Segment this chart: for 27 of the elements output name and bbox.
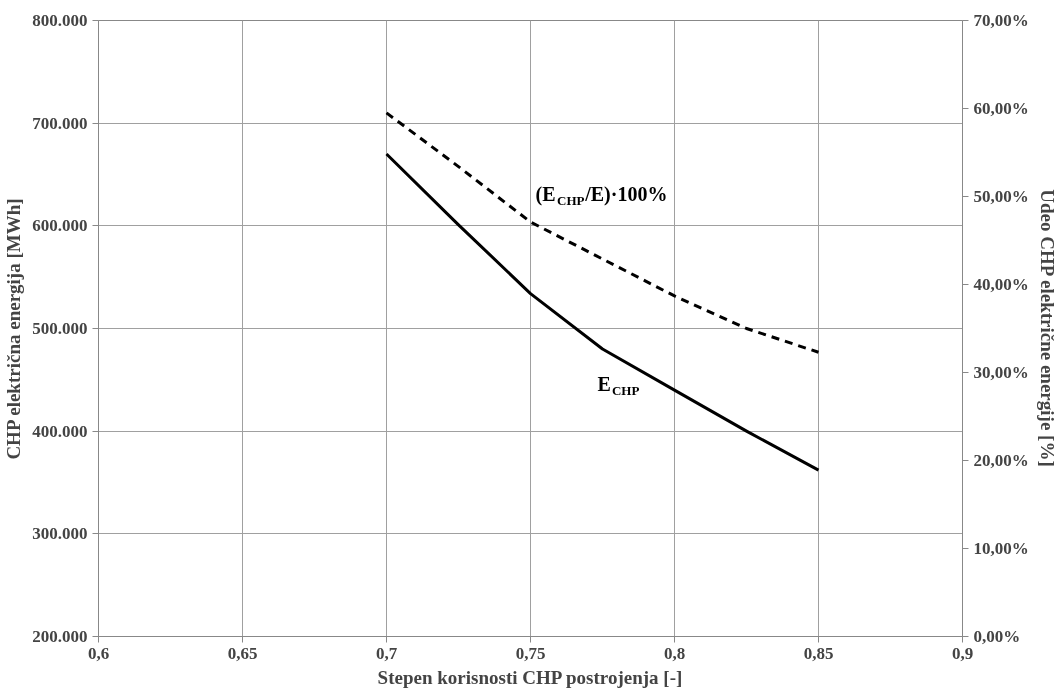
line-series xyxy=(385,152,820,472)
y-tick-label: 700.000 xyxy=(32,113,88,133)
y2-tick-label: 30,00% xyxy=(973,363,1029,382)
y2-tick-label: 50,00% xyxy=(973,187,1029,206)
y-axis-title: CHP električna energija [MWh] xyxy=(3,198,25,460)
x-tick-label: 0,9 xyxy=(951,643,974,663)
y-tick-label: 300.000 xyxy=(32,524,88,544)
y-tick-label: 500.000 xyxy=(32,319,88,338)
y2-tick-label: 60,00% xyxy=(973,99,1029,118)
y-tick-label: 600.000 xyxy=(32,216,88,236)
x-axis-title: Stepen korisnosti CHP postrojenja [-] xyxy=(377,666,683,688)
y2-tick-label: 40,00% xyxy=(973,275,1029,294)
y2-tick-label: 0,00% xyxy=(973,627,1021,646)
y-tick-label: 200.000 xyxy=(32,627,88,646)
x-tick-label: 0,8 xyxy=(663,643,686,663)
y2-tick-label: 20,00% xyxy=(973,451,1029,470)
y-tick-label: 400.000 xyxy=(32,421,88,441)
x-tick-label: 0,85 xyxy=(803,643,834,663)
x-tick-label: 0,7 xyxy=(375,643,398,663)
x-tick-label: 0,65 xyxy=(227,643,258,663)
y2-tick-label: 10,00% xyxy=(973,539,1029,558)
x-tick-label: 0,6 xyxy=(87,643,110,663)
y2-tick-label: 70,00% xyxy=(973,11,1029,30)
y2-axis-title: Udeo CHP električne energije [%] xyxy=(1036,189,1058,467)
y-tick-label: 800.000 xyxy=(32,11,88,30)
line-series xyxy=(385,111,820,354)
x-tick-label: 0,75 xyxy=(515,643,546,663)
